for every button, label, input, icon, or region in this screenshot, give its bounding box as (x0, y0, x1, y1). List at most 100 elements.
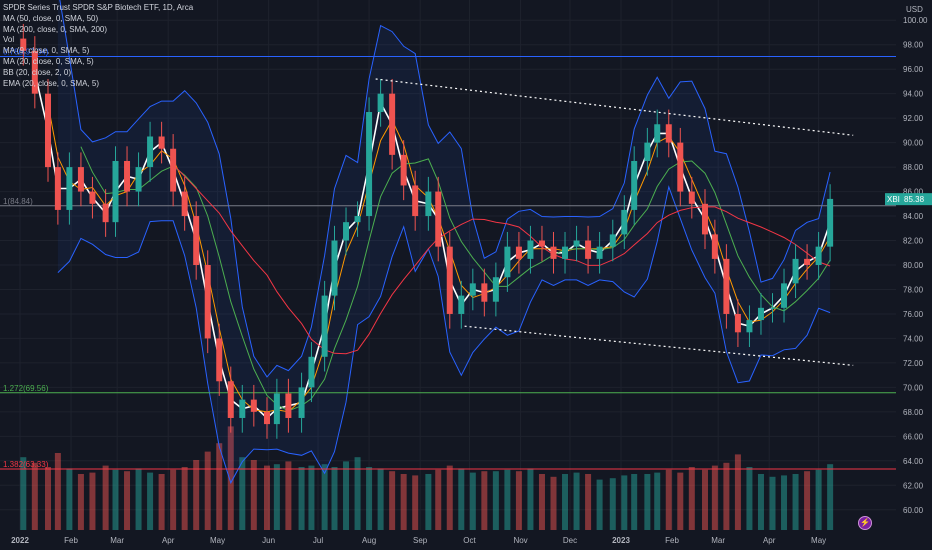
candle-body (804, 258, 811, 265)
candle-body (400, 154, 407, 186)
candle-body (701, 203, 708, 235)
legend-bb[interactable]: BB (20, close, 2, 0) (3, 67, 72, 77)
volume-bar (298, 467, 305, 530)
candle-body (792, 258, 799, 284)
price-tick-label: 90.00 (903, 139, 924, 148)
price-tick-label: 84.00 (903, 212, 924, 221)
candle-body (504, 246, 511, 278)
volume-bar (158, 474, 165, 530)
volume-bar (757, 474, 764, 530)
candle-body (538, 240, 545, 247)
symbol-tag-label: XBI (887, 195, 900, 204)
candle-body (204, 265, 211, 339)
candle-body (425, 191, 432, 217)
legend-ma9[interactable]: MA (9, close, 0, SMA, 5) (3, 46, 90, 56)
candle-body (734, 313, 741, 333)
volume-bar (124, 471, 131, 530)
volume-bar (609, 478, 616, 530)
volume-bar (527, 468, 534, 530)
candle-body (170, 148, 177, 192)
volume-bar (677, 472, 684, 530)
volume-bar (827, 464, 834, 530)
legend-ema20[interactable]: EMA (20, close, 0, SMA, 5) (3, 78, 100, 88)
fib-level-label: 1.382(63.33) (3, 460, 49, 469)
volume-bar (769, 476, 776, 530)
volume-bar (263, 465, 270, 530)
time-tick-label: Mar (110, 536, 124, 545)
volume-bar (804, 471, 811, 530)
time-tick-label: May (811, 536, 826, 545)
bollinger-lower (57, 185, 831, 485)
volume-bar (20, 457, 27, 530)
price-tick-label: 96.00 (903, 65, 924, 74)
volume-bar (562, 474, 569, 530)
candle-body (550, 246, 557, 259)
candle-body (343, 222, 350, 241)
volume-bar (66, 468, 73, 530)
moving-averages (34, 72, 831, 420)
candle-body (112, 160, 119, 223)
volume-bar (250, 460, 257, 530)
time-tick-label: Apr (162, 536, 175, 545)
candle-body (665, 124, 672, 143)
volume-bar (135, 468, 142, 530)
volume-bar (54, 453, 61, 530)
candle-body (285, 393, 292, 418)
volume-bar (147, 472, 154, 530)
candle-body (827, 198, 834, 247)
volume-bar (515, 471, 522, 530)
candle-body (446, 246, 453, 314)
price-tick-label: 98.00 (903, 41, 924, 50)
volume-bar (193, 460, 200, 530)
volume-bar (688, 467, 695, 530)
candle-body (239, 399, 246, 418)
volume-bar (792, 474, 799, 530)
candle-body (331, 240, 338, 296)
candle-body (769, 307, 776, 309)
volume-bar (102, 465, 109, 530)
price-tick-label: 74.00 (903, 334, 924, 343)
time-tick-label: Feb (665, 536, 679, 545)
legend-ma200[interactable]: MA (200, close, 0, SMA, 200) (3, 24, 108, 34)
legend-title[interactable]: SPDR Series Trust SPDR S&P Biotech ETF, … (3, 3, 194, 12)
legend-vol[interactable]: Vol (3, 35, 15, 45)
volume-bar (425, 474, 432, 530)
volume-bar (112, 469, 119, 530)
time-tick-label: 2023 (612, 536, 630, 545)
candle-body (711, 234, 718, 259)
candle-body (102, 203, 109, 223)
candle-body (573, 240, 580, 247)
candle-body (31, 50, 38, 94)
time-axis: 2022 Feb Mar Apr May Jun Jul Aug Sep Oct Nov Dec 202… (0, 530, 932, 550)
volume-bar (538, 474, 545, 530)
lower-trendline (464, 325, 854, 366)
volume-bar (631, 474, 638, 530)
volume-bar (239, 457, 246, 530)
candle-body (124, 160, 131, 192)
volume-bar (492, 471, 499, 530)
legend-ma20[interactable]: MA (20, close, 0, SMA, 5) (3, 56, 94, 66)
legend-ma50[interactable]: MA (50, close, 0, SMA, 50) (3, 13, 99, 23)
volume-bar (412, 475, 419, 530)
candle-body (44, 93, 51, 168)
volume-bar (273, 464, 280, 530)
volume-bar (723, 462, 730, 530)
volume-bar (44, 467, 51, 530)
time-tick-label: Nov (513, 536, 527, 545)
price-tick-label: 92.00 (903, 114, 924, 123)
volume-bar (377, 468, 384, 530)
time-tick-label: Mar (711, 536, 725, 545)
volume-bar (734, 454, 741, 530)
lightning-icon[interactable]: ⚡ (858, 516, 872, 530)
candle-body (158, 136, 165, 149)
candle-body (631, 160, 638, 210)
price-tick-label: 94.00 (903, 90, 924, 99)
volume-bar (621, 475, 628, 530)
volume-bar (665, 469, 672, 530)
volume-bar (204, 451, 211, 530)
candle-body (412, 185, 419, 217)
volume-bar (481, 471, 488, 530)
candle-body (389, 93, 396, 155)
volume-bar (170, 469, 177, 530)
